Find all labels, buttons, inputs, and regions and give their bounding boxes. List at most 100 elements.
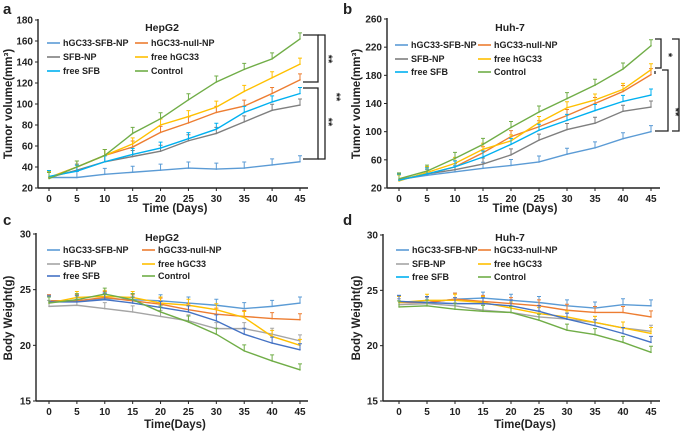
error-bar xyxy=(565,147,569,155)
error-bar xyxy=(593,319,597,326)
data-point xyxy=(622,332,624,335)
error-bar xyxy=(565,92,569,99)
data-point xyxy=(243,90,246,93)
x-tick-label: 35 xyxy=(239,407,251,418)
legend-label: Control xyxy=(494,67,526,77)
error-bar xyxy=(565,323,569,331)
data-point xyxy=(454,166,456,168)
data-point xyxy=(131,171,134,174)
data-point xyxy=(215,333,218,336)
y-axis-label: Body Weight(g) xyxy=(351,275,363,360)
data-point xyxy=(76,301,78,303)
data-point xyxy=(538,129,540,132)
series-line xyxy=(398,299,652,335)
chart-title: HepG2 xyxy=(145,22,179,34)
data-point xyxy=(454,168,456,171)
data-point xyxy=(650,73,652,76)
y-tick-label: 15 xyxy=(367,397,379,408)
data-point xyxy=(48,305,50,308)
data-point xyxy=(482,163,484,165)
data-point xyxy=(131,298,134,301)
error-bar xyxy=(74,293,79,300)
error-bar xyxy=(298,155,302,162)
y-tick-label: 25 xyxy=(367,286,379,297)
error-bar xyxy=(298,73,302,80)
legend-label: free SFB xyxy=(411,67,449,77)
x-axis-label: Time (Days) xyxy=(143,203,208,215)
data-point xyxy=(131,311,134,313)
error-bar xyxy=(453,297,457,304)
error-bar xyxy=(565,312,569,320)
data-point xyxy=(187,167,190,169)
data-point xyxy=(622,303,624,306)
error-bar xyxy=(621,94,625,102)
series-control xyxy=(47,287,302,371)
error-bar xyxy=(186,110,191,117)
error-bar xyxy=(593,305,597,313)
error-bar xyxy=(298,57,302,65)
data-point xyxy=(131,146,134,148)
data-point xyxy=(482,143,484,146)
data-point xyxy=(622,341,624,344)
error-bar xyxy=(214,322,219,329)
x-tick-label: 40 xyxy=(617,194,629,205)
legend-label: free hGC33 xyxy=(494,259,542,269)
data-point xyxy=(243,333,246,336)
error-bar xyxy=(270,103,275,111)
x-tick-label: 20 xyxy=(505,194,517,205)
y-tick-label: 160 xyxy=(16,37,33,48)
data-point xyxy=(159,117,162,120)
data-point xyxy=(215,111,218,114)
error-bar xyxy=(102,148,107,156)
data-point xyxy=(76,176,78,179)
y-tick-label: 260 xyxy=(365,15,382,26)
error-bar xyxy=(481,297,485,304)
data-point xyxy=(299,104,301,106)
x-tick-label: 45 xyxy=(645,407,657,418)
y-tick-label: 140 xyxy=(365,99,382,110)
data-point xyxy=(622,100,624,103)
error-bar xyxy=(270,95,275,102)
data-point xyxy=(622,137,624,140)
significance-label: ** xyxy=(322,118,334,127)
error-bar xyxy=(509,148,513,155)
data-point xyxy=(271,101,273,103)
data-point xyxy=(426,174,428,177)
data-point xyxy=(510,154,512,156)
data-point xyxy=(131,302,134,304)
error-bar xyxy=(298,313,302,320)
data-point xyxy=(131,155,134,158)
error-bar xyxy=(186,298,191,306)
data-point xyxy=(594,311,596,314)
panel-label: b xyxy=(343,1,352,18)
significance-label: * xyxy=(662,53,674,58)
data-point xyxy=(538,310,540,313)
error-bar xyxy=(397,300,401,307)
error-bar xyxy=(298,296,302,304)
data-point xyxy=(510,143,512,146)
data-point xyxy=(594,99,596,101)
data-point xyxy=(271,109,273,112)
data-point xyxy=(243,307,246,310)
error-bar xyxy=(621,305,625,313)
data-point xyxy=(510,126,512,129)
data-point xyxy=(398,306,400,308)
x-axis-label: Time(Days) xyxy=(494,419,556,431)
panel-label: d xyxy=(343,212,352,229)
error-bar xyxy=(453,151,457,159)
series-line xyxy=(398,302,652,332)
error-bar xyxy=(649,63,653,70)
error-bar xyxy=(649,100,653,108)
significance-label: ** xyxy=(330,93,342,102)
y-tick-label: 20 xyxy=(20,341,32,352)
x-axis-label: Time (Days) xyxy=(493,203,558,215)
x-tick-label: 20 xyxy=(155,407,167,418)
series-free-hgc33 xyxy=(47,57,302,179)
significance-label: ** xyxy=(680,82,685,91)
error-bar xyxy=(481,304,485,312)
data-point xyxy=(76,298,78,301)
x-tick-label: 0 xyxy=(396,194,402,205)
panel-label: c xyxy=(3,212,11,229)
legend-label: free hGC33 xyxy=(158,259,206,269)
series-line xyxy=(48,304,301,342)
